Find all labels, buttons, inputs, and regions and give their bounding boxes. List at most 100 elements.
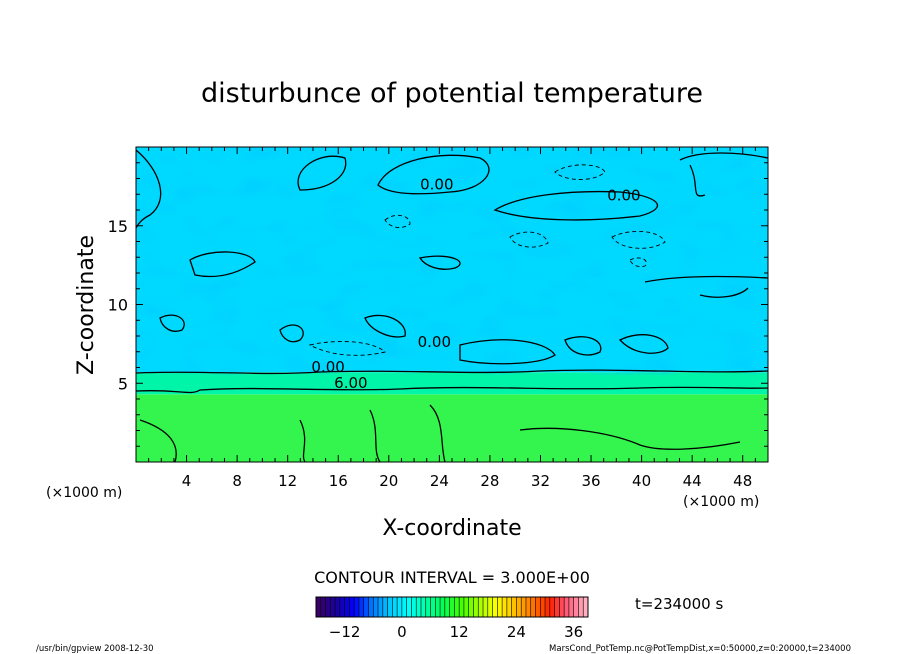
contour-line [308,341,386,356]
colorbar-swatch [392,597,398,617]
x-tick-label: 24 [430,472,449,490]
footer-right: MarsCond_PotTemp.nc@PotTempDist,x=0:5000… [549,644,851,654]
colorbar-swatch [344,597,350,617]
contour-line [136,386,768,394]
x-tick-label: 36 [581,472,600,490]
contour-line [136,369,768,375]
y-tick-label: 15 [108,217,128,236]
colorbar-swatch [502,597,508,617]
colorbar-swatch [549,597,555,617]
x-unit-right: (×1000 m) [683,494,759,510]
contour-lines [136,149,768,462]
contour-interval: CONTOUR INTERVAL = 3.000E+00 [314,568,590,587]
colorbar-tick-label: 36 [564,623,583,641]
contour-line [644,275,768,298]
colorbar-swatch [535,597,541,617]
colorbar: −12 0 12 24 36 [315,596,589,641]
contour-line [189,251,256,278]
colorbar-swatch [382,597,388,617]
contour-label: 0.00 [420,176,453,194]
contour-label: 0.00 [418,333,451,351]
contour-line [136,149,162,229]
x-tick-label: 12 [278,472,297,490]
colorbar-swatch [363,597,369,617]
footer-left: /usr/bin/gpview 2008-12-30 [36,644,154,654]
x-tick-label: 44 [683,472,702,490]
x-axis-title: X-coordinate [382,516,521,541]
colorbar-swatch [525,597,532,617]
colorbar-swatch [435,597,441,617]
y-axis-title: Z-coordinate [74,235,99,375]
time-label: t=234000 s [635,595,723,613]
contour-line [139,404,741,462]
x-tick-label: 20 [379,472,398,490]
colorbar-swatch [516,597,522,617]
colorbar-swatch [320,597,326,617]
y-tick-label: 5 [118,374,128,393]
contour-label: 0.00 [311,358,344,376]
field-layer [136,372,768,395]
contour-label: 6.00 [334,374,367,392]
contour-line [611,231,666,249]
colorbar-swatch [316,597,322,617]
colorbar-swatch [449,597,455,617]
field-layer [136,394,768,462]
colorbar-tick-label: 12 [450,623,469,641]
colorbar-swatch [406,597,412,617]
colorbar-swatch [540,597,546,617]
chart-title: disturbunce of potential temperature [201,78,703,109]
colorbar-swatch [354,597,360,617]
colorbar-swatch [559,597,565,617]
colorbar-swatch [578,597,584,617]
contour-line [364,314,406,338]
x-tick-label: 4 [182,472,192,490]
x-tick-label: 16 [329,472,348,490]
colorbar-swatch [497,597,503,617]
colorbar-swatch [511,597,517,617]
colorbar-swatch [325,597,331,617]
colorbar-swatch [378,597,384,617]
colorbar-swatch [330,597,336,617]
contour-line [297,155,347,191]
colorbar-swatch [573,597,579,617]
colorbar-swatch [440,597,446,617]
x-tick-label: 48 [733,472,752,490]
colorbar-frame [315,596,589,618]
colorbar-swatch [459,597,465,617]
colorbar-swatch [416,597,422,617]
y-tick-label: 10 [108,296,128,315]
colorbar-swatch [349,597,355,617]
colorbar-swatch [339,597,346,617]
colorbar-tick-label: 0 [397,623,407,641]
colorbar-swatch [397,597,403,617]
contour-line [384,214,411,228]
x-tick-label: 8 [232,472,242,490]
contour-line [377,154,490,195]
colorbar-swatch [521,597,527,617]
colorbar-swatch [425,597,431,617]
colorbar-swatch [530,597,536,617]
colorbar-swatch [506,597,513,617]
contour-line [629,257,647,268]
colorbar-swatch [583,597,589,617]
contour-line [493,190,659,221]
x-tick-label: 28 [480,472,499,490]
colorbar-swatch [420,597,427,617]
colorbar-swatch [492,597,498,617]
colorbar-swatch [335,597,341,617]
colorbar-swatch [554,597,560,617]
colorbar-swatch [387,597,393,617]
contour-label: 0.00 [607,187,640,205]
plot-area: 0.000.000.000.006.00 [136,147,768,462]
colorbar-swatch [468,597,474,617]
field-texture [136,147,768,375]
contour-line [418,255,461,270]
colorbar-swatch [487,597,493,617]
dashed-contours [308,164,666,356]
contour-line [159,314,185,332]
contour-line [509,231,549,248]
x-unit-left: (×1000 m) [46,485,122,501]
colorbar-swatch [473,597,479,617]
x-tick-label: 40 [632,472,651,490]
